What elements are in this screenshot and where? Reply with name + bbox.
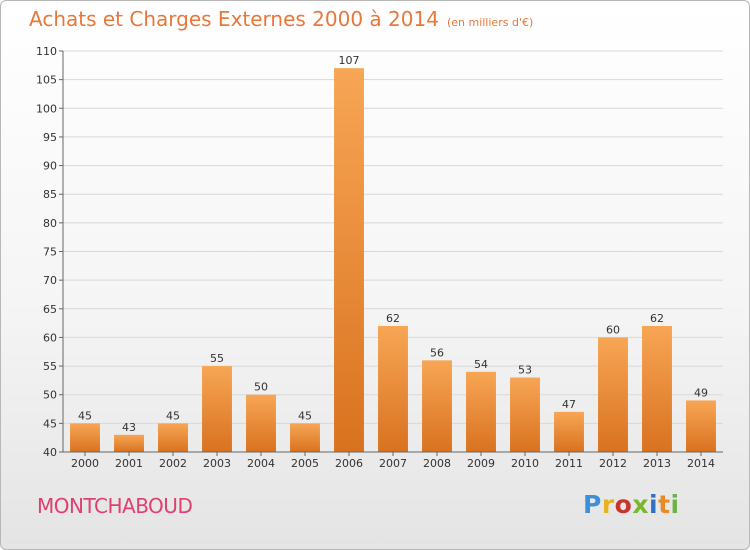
logo-letter: P <box>583 490 602 519</box>
x-tick-label: 2002 <box>159 457 187 470</box>
data-label: 60 <box>606 323 620 336</box>
data-label: 45 <box>166 409 180 422</box>
data-label: 54 <box>474 358 488 371</box>
data-label: 45 <box>298 409 312 422</box>
x-tick-label: 2008 <box>423 457 451 470</box>
data-labels: 45 43 45 55 50 45 107 62 56 54 53 47 60 62 49 <box>78 54 708 434</box>
x-tick-label: 2010 <box>511 457 539 470</box>
bar <box>510 377 540 452</box>
data-label: 49 <box>694 386 708 399</box>
x-tick-label: 2014 <box>687 457 715 470</box>
data-label: 50 <box>254 381 268 394</box>
axes: 40 45 50 55 60 65 70 75 80 85 90 95 100 105 110 2000 200… <box>36 45 723 470</box>
data-label: 62 <box>386 312 400 325</box>
x-tick-label: 2000 <box>71 457 99 470</box>
x-tick-label: 2003 <box>203 457 231 470</box>
bars <box>70 68 716 452</box>
bar <box>202 366 232 452</box>
bar <box>378 325 408 452</box>
y-tick-label: 90 <box>43 160 57 173</box>
title-row: Achats et Charges Externes 2000 à 2014 (e… <box>29 7 533 31</box>
data-label: 53 <box>518 364 532 377</box>
y-tick-label: 40 <box>43 446 57 459</box>
data-label: 107 <box>339 54 360 67</box>
y-tick-label: 95 <box>43 131 57 144</box>
chart-title: Achats et Charges Externes 2000 à 2014 <box>29 7 439 31</box>
x-tick-label: 2013 <box>643 457 671 470</box>
bar <box>642 325 672 452</box>
bar <box>422 360 452 452</box>
x-tick-label: 2009 <box>467 457 495 470</box>
y-tick-label: 60 <box>43 331 57 344</box>
logo-letter: t <box>658 490 671 519</box>
y-tick-label: 85 <box>43 188 57 201</box>
bar <box>290 423 320 452</box>
data-label: 43 <box>122 421 136 434</box>
chart-subtitle: (en milliers d'€) <box>446 16 534 29</box>
y-tick-label: 100 <box>36 102 57 115</box>
bar <box>598 337 628 452</box>
y-tick-label: 105 <box>36 74 57 87</box>
logo-letter: x <box>632 490 649 519</box>
y-tick-label: 50 <box>43 389 57 402</box>
y-tick-label: 55 <box>43 360 57 373</box>
commune-name: MONTCHABOUD <box>37 494 193 518</box>
data-label: 47 <box>562 398 576 411</box>
data-label: 55 <box>210 352 224 365</box>
x-tick-label: 2005 <box>291 457 319 470</box>
logo-letter: o <box>614 490 633 519</box>
y-tick-label: 70 <box>43 274 57 287</box>
x-tick-label: 2007 <box>379 457 407 470</box>
logo-letter: r <box>601 490 615 519</box>
bar <box>246 394 276 452</box>
bar <box>686 400 716 452</box>
bar <box>334 68 364 452</box>
x-tick-label: 2004 <box>247 457 275 470</box>
bar <box>70 423 100 452</box>
y-tick-label: 65 <box>43 303 57 316</box>
bar <box>114 434 144 452</box>
logo-letter: i <box>649 490 659 519</box>
y-tick-label: 75 <box>43 246 57 259</box>
data-label: 56 <box>430 346 444 359</box>
x-tick-label: 2006 <box>335 457 363 470</box>
data-label: 45 <box>78 409 92 422</box>
x-tick-label: 2011 <box>555 457 583 470</box>
bar <box>158 423 188 452</box>
proxiti-logo: Proxiti <box>583 490 680 519</box>
y-tick-label: 45 <box>43 417 57 430</box>
logo-letter: i <box>670 490 680 519</box>
bar <box>554 411 584 452</box>
x-tick-label: 2012 <box>599 457 627 470</box>
data-label: 62 <box>650 312 664 325</box>
bar <box>466 371 496 452</box>
y-tick-label: 80 <box>43 217 57 230</box>
y-tick-label: 110 <box>36 45 57 58</box>
x-tick-label: 2001 <box>115 457 143 470</box>
